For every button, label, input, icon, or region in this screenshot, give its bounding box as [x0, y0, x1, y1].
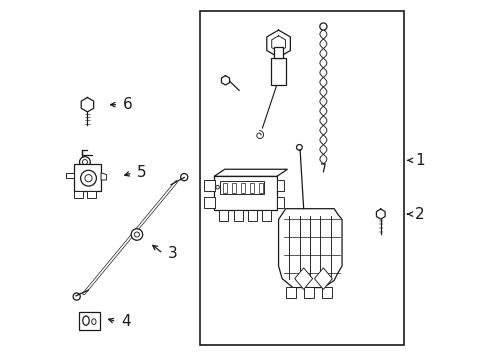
Text: 1: 1 [414, 153, 424, 168]
Circle shape [73, 293, 80, 300]
Polygon shape [87, 191, 96, 198]
Bar [321, 287, 332, 298]
Circle shape [80, 157, 90, 167]
Bar [74, 164, 101, 191]
Bar [223, 183, 227, 193]
Text: 4: 4 [121, 314, 130, 329]
Bar [249, 183, 254, 193]
Bar [274, 47, 282, 58]
Bar [199, 12, 403, 345]
Circle shape [81, 170, 96, 186]
Bar [276, 197, 284, 208]
Bar [285, 287, 296, 298]
Bar [214, 176, 276, 211]
Polygon shape [278, 209, 341, 288]
Circle shape [85, 175, 92, 182]
Circle shape [131, 229, 142, 240]
Polygon shape [214, 169, 287, 176]
Bar [203, 197, 214, 208]
Circle shape [134, 232, 139, 237]
Bar [203, 180, 214, 191]
Bar [79, 312, 100, 329]
Bar [233, 210, 242, 221]
Text: 3: 3 [167, 246, 177, 261]
Ellipse shape [82, 316, 89, 325]
Polygon shape [66, 173, 74, 178]
Circle shape [180, 174, 187, 181]
Circle shape [296, 144, 302, 150]
Polygon shape [314, 268, 332, 289]
Bar [276, 180, 284, 191]
Circle shape [82, 159, 87, 165]
Polygon shape [74, 191, 82, 198]
Text: 5: 5 [137, 165, 146, 180]
Bar [262, 210, 271, 221]
Bar [271, 58, 285, 85]
Bar [258, 183, 263, 193]
Polygon shape [294, 268, 312, 289]
Bar [231, 183, 236, 193]
Circle shape [319, 23, 326, 30]
Bar [241, 183, 244, 193]
Bar [247, 210, 257, 221]
Ellipse shape [92, 319, 96, 324]
Bar [220, 181, 263, 194]
Text: 6: 6 [122, 97, 132, 112]
Circle shape [215, 185, 219, 189]
Bar [303, 287, 314, 298]
Bar [219, 210, 228, 221]
Polygon shape [101, 173, 106, 180]
Text: 2: 2 [414, 207, 424, 221]
